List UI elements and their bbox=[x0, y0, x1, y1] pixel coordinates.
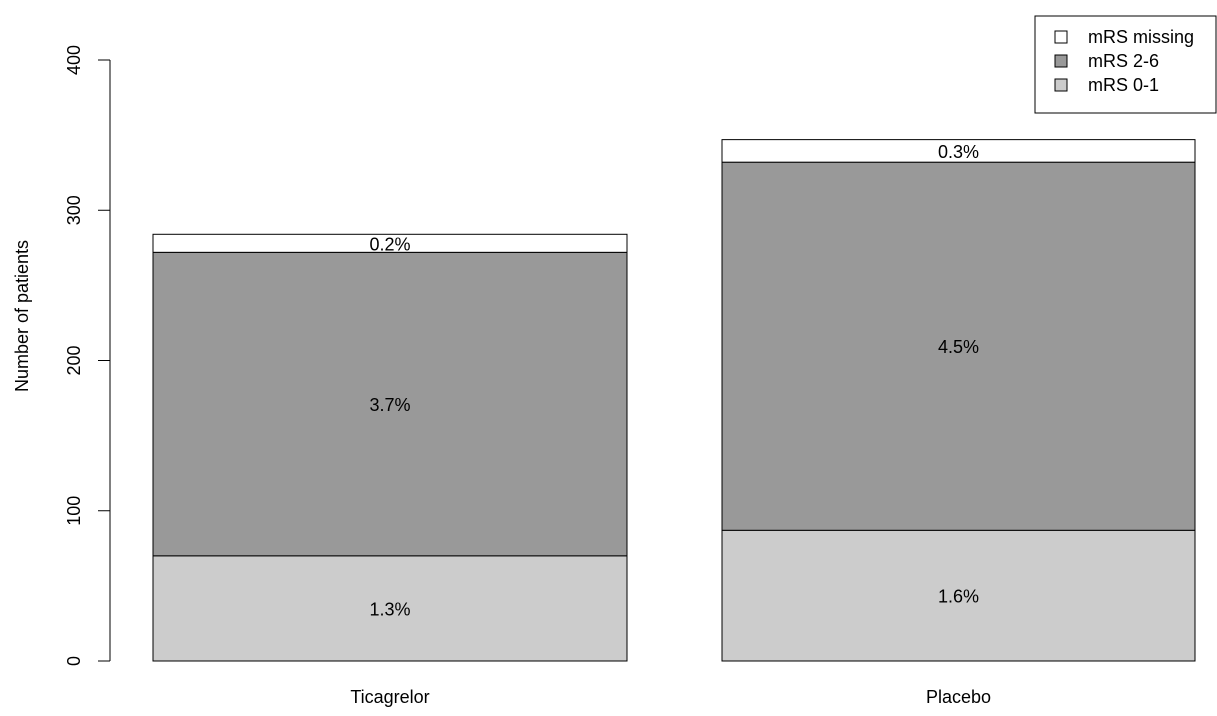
bar-segment bbox=[152, 251, 628, 557]
data-label: 1.6% bbox=[938, 587, 979, 607]
bar-segment bbox=[721, 161, 1196, 531]
y-tick-label: 100 bbox=[64, 496, 84, 526]
data-label: 3.7% bbox=[369, 395, 410, 415]
data-label: 1.3% bbox=[369, 599, 410, 619]
y-tick-label: 400 bbox=[64, 45, 84, 75]
x-tick-label: Ticagrelor bbox=[350, 687, 429, 707]
legend-swatch bbox=[1054, 54, 1068, 68]
legend-swatch bbox=[1054, 78, 1068, 92]
y-tick-label: 200 bbox=[64, 345, 84, 375]
bar-segment bbox=[152, 555, 628, 662]
x-tick-label: Placebo bbox=[926, 687, 991, 707]
legend-entry: mRS 2-6 bbox=[1088, 51, 1159, 71]
y-tick-label: 0 bbox=[64, 656, 84, 666]
data-label: 4.5% bbox=[938, 337, 979, 357]
bars: 1.3% 3.7% 0.2% 1.6% 4.5% 0.3% bbox=[152, 139, 1196, 662]
bar-segment bbox=[152, 233, 628, 253]
legend-entry: mRS missing bbox=[1088, 27, 1194, 47]
y-axis-label: Number of patients bbox=[12, 240, 32, 392]
bar-segment bbox=[721, 529, 1196, 662]
y-axis: 0 100 200 300 400 bbox=[64, 45, 111, 666]
x-tick-labels: Ticagrelor Placebo bbox=[350, 687, 991, 707]
legend-swatch bbox=[1054, 30, 1068, 44]
legend: mRS missing mRS 2-6 mRS 0-1 bbox=[1034, 15, 1217, 114]
legend-entry: mRS 0-1 bbox=[1088, 75, 1159, 95]
y-tick-label: 300 bbox=[64, 195, 84, 225]
data-label: 0.2% bbox=[369, 234, 410, 254]
data-label: 0.3% bbox=[938, 142, 979, 162]
bar-segment bbox=[721, 139, 1196, 163]
